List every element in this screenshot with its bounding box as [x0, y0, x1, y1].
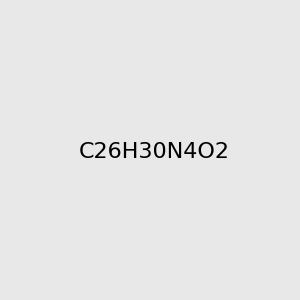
Text: C26H30N4O2: C26H30N4O2	[78, 142, 229, 161]
